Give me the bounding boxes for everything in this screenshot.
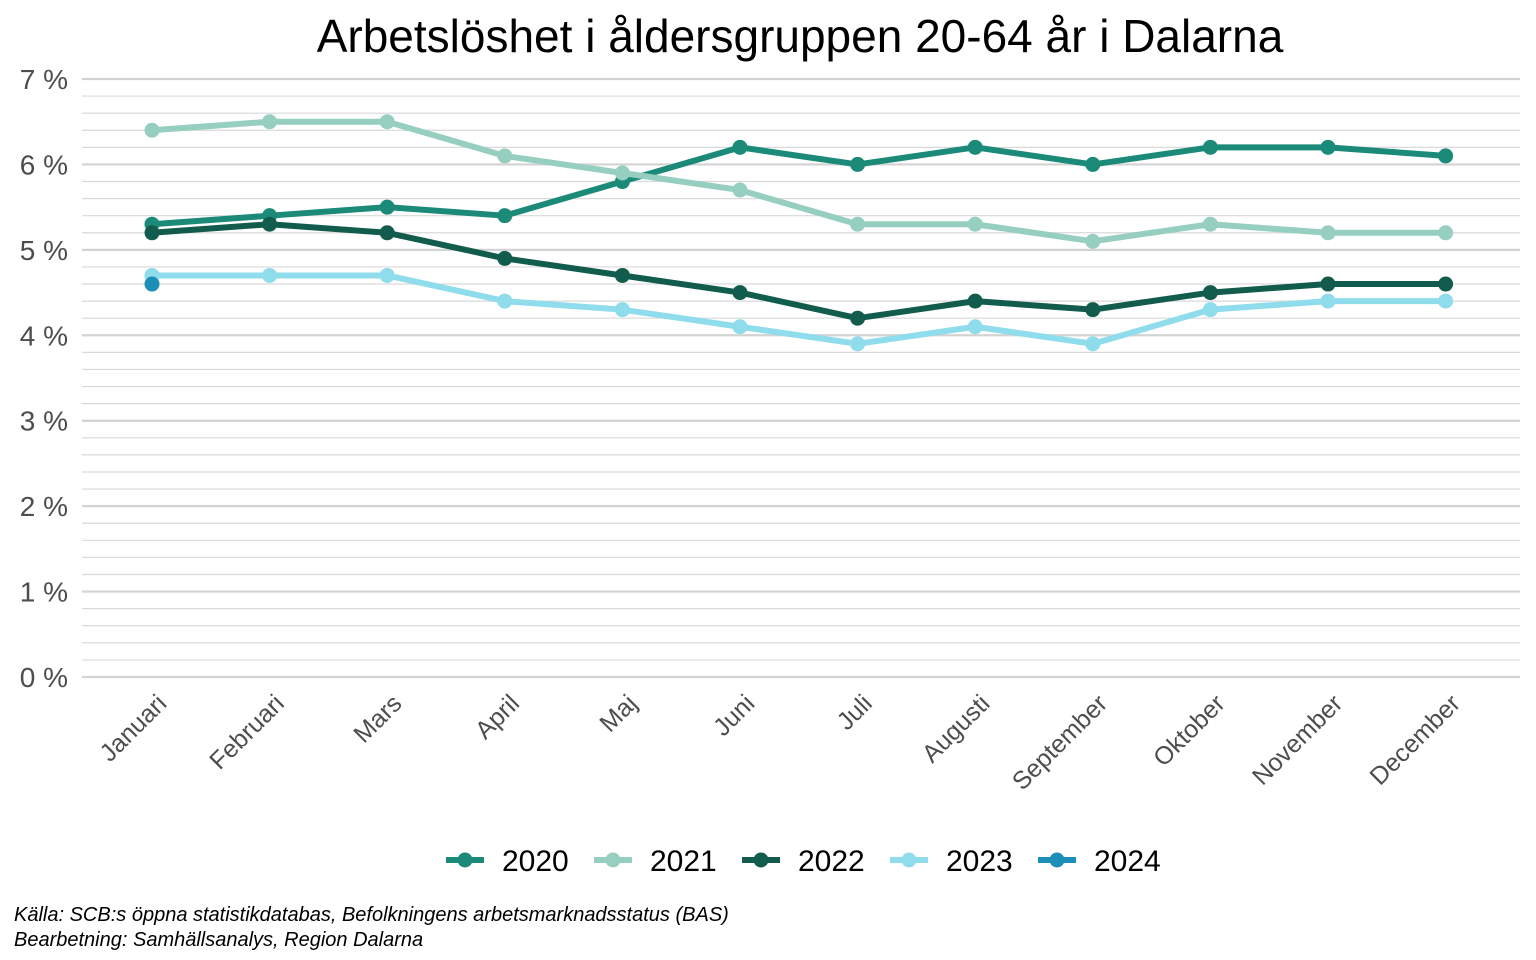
legend-swatch-point-2021 — [605, 852, 621, 868]
y-tick-label: 4 % — [20, 320, 68, 351]
series-points — [144, 114, 1454, 352]
legend-swatch-point-2024 — [1049, 852, 1065, 868]
data-point-2021-maj — [614, 165, 630, 181]
data-point-2023-december — [1438, 293, 1454, 309]
data-point-2023-augusti — [967, 319, 983, 335]
data-point-2021-december — [1438, 225, 1454, 241]
data-point-2022-juli — [850, 310, 866, 326]
chart-title: Arbetslöshet i åldersgruppen 20-64 år i … — [317, 10, 1284, 62]
data-point-2022-februari — [262, 216, 278, 232]
data-point-2023-juli — [850, 336, 866, 352]
y-tick-label: 0 % — [20, 662, 68, 693]
data-point-2022-mars — [379, 225, 395, 241]
y-tick-label: 5 % — [20, 235, 68, 266]
data-point-2023-september — [1085, 336, 1101, 352]
data-point-2020-juni — [732, 139, 748, 155]
data-point-2022-september — [1085, 302, 1101, 318]
data-point-2020-oktober — [1202, 139, 1218, 155]
processing-caption: Bearbetning: Samhällsanalys, Region Dala… — [14, 929, 423, 951]
legend: 2020 2021 2022 2023 2024 — [446, 845, 1161, 878]
x-tick-label: Mars — [348, 689, 407, 748]
series-line-2023 — [149, 272, 1449, 347]
series-lines — [149, 118, 1449, 347]
data-point-2021-oktober — [1202, 216, 1218, 232]
legend-label-2022: 2022 — [798, 845, 865, 878]
data-point-2020-juli — [850, 156, 866, 172]
data-point-2023-juni — [732, 319, 748, 335]
data-point-2022-juni — [732, 285, 748, 301]
legend-label-2024: 2024 — [1094, 845, 1161, 878]
y-tick-label: 1 % — [20, 577, 68, 608]
x-tick-label: Oktober — [1148, 689, 1231, 772]
data-point-2020-november — [1320, 139, 1336, 155]
y-tick-label: 3 % — [20, 406, 68, 437]
data-point-2022-oktober — [1202, 285, 1218, 301]
data-point-2020-mars — [379, 199, 395, 215]
legend-swatch-point-2020 — [457, 852, 473, 868]
series-line-2020 — [149, 144, 1449, 228]
x-tick-label: November — [1247, 689, 1348, 790]
data-point-2021-september — [1085, 233, 1101, 249]
x-tick-label: Februari — [204, 689, 290, 775]
data-point-2022-november — [1320, 276, 1336, 292]
data-point-2021-april — [497, 148, 513, 164]
data-point-2023-mars — [379, 267, 395, 283]
gridlines — [82, 77, 1520, 679]
data-point-2022-april — [497, 250, 513, 266]
x-tick-label: Augusti — [917, 689, 996, 768]
data-point-2021-november — [1320, 225, 1336, 241]
data-point-2022-december — [1438, 276, 1454, 292]
legend-label-2023: 2023 — [946, 845, 1013, 878]
data-point-2023-oktober — [1202, 302, 1218, 318]
data-point-2020-december — [1438, 148, 1454, 164]
data-point-2021-februari — [262, 114, 278, 130]
data-point-2021-mars — [379, 114, 395, 130]
x-tick-label: December — [1364, 689, 1465, 790]
y-axis-ticks: 0 % 1 % 2 % 3 % 4 % 5 % 6 % 7 % — [20, 64, 68, 693]
data-point-2021-januari — [144, 122, 160, 138]
data-point-2020-september — [1085, 156, 1101, 172]
y-tick-label: 2 % — [20, 491, 68, 522]
x-tick-label: Maj — [594, 689, 642, 737]
source-caption: Källa: SCB:s öppna statistikdatabas, Bef… — [14, 904, 729, 926]
x-tick-label: Juli — [832, 689, 878, 735]
x-tick-label: Juni — [708, 689, 760, 741]
data-point-2022-augusti — [967, 293, 983, 309]
data-point-2022-maj — [614, 267, 630, 283]
data-point-2020-april — [497, 208, 513, 224]
data-point-2021-juli — [850, 216, 866, 232]
x-tick-label: Januari — [94, 689, 172, 767]
x-tick-label: April — [470, 689, 525, 744]
x-tick-label: September — [1007, 689, 1113, 795]
data-point-2022-januari — [144, 225, 160, 241]
legend-label-2021: 2021 — [650, 845, 717, 878]
y-tick-label: 7 % — [20, 64, 68, 95]
legend-label-2020: 2020 — [502, 845, 569, 878]
data-point-2020-augusti — [967, 139, 983, 155]
series-line-2022 — [149, 221, 1449, 322]
series-line-2021 — [149, 118, 1449, 245]
data-point-2021-augusti — [967, 216, 983, 232]
data-point-2021-juni — [732, 182, 748, 198]
data-point-2023-april — [497, 293, 513, 309]
x-axis-ticks: Januari Februari Mars April Maj Juni Juli Augus… — [94, 689, 1465, 795]
data-point-2024-januari — [144, 276, 160, 292]
y-tick-label: 6 % — [20, 149, 68, 180]
data-point-2023-maj — [614, 302, 630, 318]
legend-swatch-point-2022 — [753, 852, 769, 868]
data-point-2023-februari — [262, 267, 278, 283]
legend-swatch-point-2023 — [901, 852, 917, 868]
data-point-2023-november — [1320, 293, 1336, 309]
